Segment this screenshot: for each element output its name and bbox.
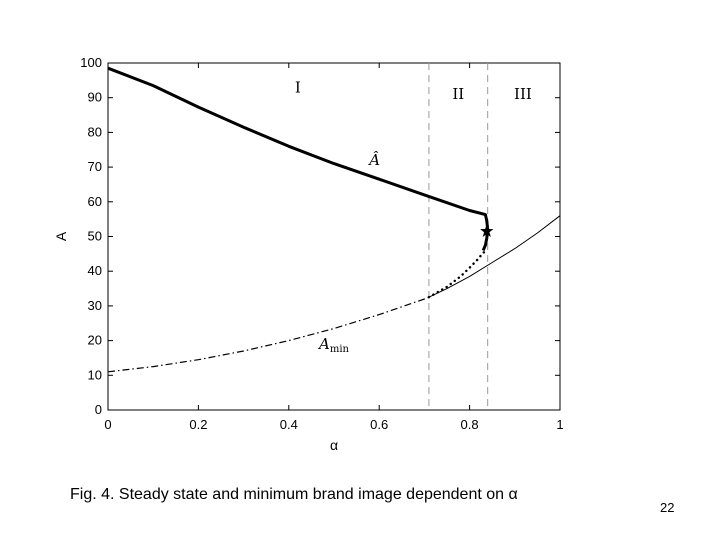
region-boundaries [428, 63, 489, 410]
y-axis-title: A [53, 231, 69, 241]
curve-label: Amin [317, 335, 350, 355]
plot-frame [107, 62, 561, 411]
series-line-dashdot [107, 296, 430, 373]
curve-label-subscript: min [330, 344, 350, 355]
x-tick-label: 0 [104, 417, 111, 432]
x-tick-label: 1 [556, 417, 563, 432]
region-label: I [295, 78, 301, 96]
series-line-dotted [427, 250, 486, 299]
y-tick-label: 60 [88, 194, 102, 209]
series-layer [107, 66, 561, 373]
series-line-solid-thin [428, 215, 561, 298]
y-tick-label: 50 [88, 229, 102, 244]
region-label: II [452, 85, 464, 103]
y-tick-label: 10 [88, 367, 102, 382]
y-tick-label: 100 [80, 55, 102, 70]
y-tick-label: 40 [88, 263, 102, 278]
x-tick-label: 0.8 [461, 417, 479, 432]
y-tick-label: 70 [88, 159, 102, 174]
y-tick-label: 30 [88, 298, 102, 313]
x-tick-label: 0.4 [280, 417, 298, 432]
region-label: III [514, 85, 532, 103]
page-number: 22 [660, 500, 675, 515]
x-axis-title: α [330, 437, 338, 453]
plot-area [107, 62, 561, 411]
x-tick-label: 0.6 [370, 417, 388, 432]
x-tick-label: 0.2 [189, 417, 207, 432]
marker-layer [480, 224, 494, 237]
figure-caption: Fig. 4. Steady state and minimum brand i… [70, 486, 518, 503]
y-tick-label: 0 [95, 402, 102, 417]
y-tick-label: 20 [88, 333, 102, 348]
y-tick-label: 80 [88, 124, 102, 139]
curve-label: Â [367, 151, 380, 169]
y-tick-label: 90 [88, 90, 102, 105]
series-line-solid-thick [107, 66, 490, 251]
star-marker [480, 224, 494, 237]
